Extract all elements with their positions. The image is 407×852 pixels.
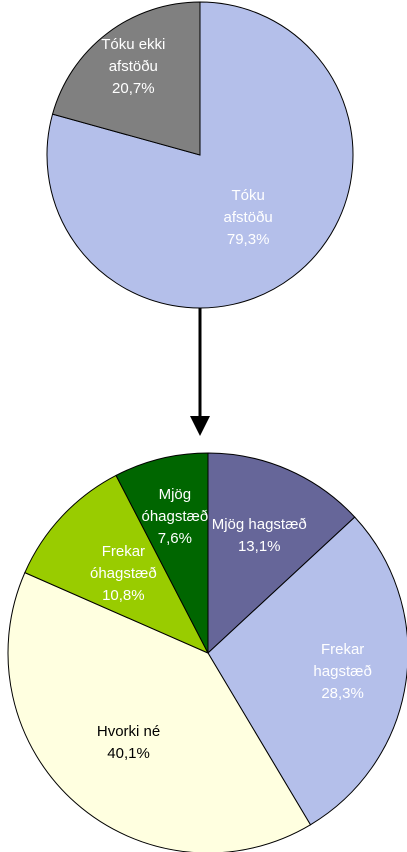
slice-label: Tóku ekki afstöðu 20,7% xyxy=(93,34,173,100)
slice-value: 79,3% xyxy=(226,231,270,249)
slice-category: Mjög óhagstæð xyxy=(141,485,209,525)
slice-value: 7,6% xyxy=(157,529,192,547)
slice-value: 28,3% xyxy=(321,685,364,703)
slice-label: Frekar óhagstæð 10,8% xyxy=(78,541,168,607)
slice-value: 13,1% xyxy=(237,537,281,555)
slice-value: 20,7% xyxy=(112,80,155,98)
pie-slice xyxy=(207,452,356,655)
slice-category: Hvorki né xyxy=(96,722,161,740)
slice-value: 10,8% xyxy=(102,586,145,604)
pie-slice xyxy=(7,571,312,852)
pie-slice xyxy=(46,1,354,309)
slice-category: Mjög hagstæð xyxy=(211,515,307,533)
arrow-head xyxy=(190,416,210,436)
pie-slice xyxy=(207,516,407,826)
pie-slice xyxy=(115,452,209,654)
slice-category: Frekar hagstæð xyxy=(313,641,372,681)
slice-label: Mjög óhagstæð 7,6% xyxy=(130,484,220,550)
slice-label: Hvorki né 40,1% xyxy=(84,721,174,765)
slice-label: Tóku afstöðu 79,3% xyxy=(208,185,288,251)
pie-slice xyxy=(24,474,210,655)
slice-category: Tóku afstöðu xyxy=(223,187,273,227)
slice-label: Frekar hagstæð 28,3% xyxy=(303,639,383,705)
pie-slice xyxy=(51,1,201,156)
slice-category: Tóku ekki afstöðu xyxy=(101,36,166,76)
slice-value: 40,1% xyxy=(107,744,150,762)
slice-label: Mjög hagstæð 13,1% xyxy=(194,514,324,558)
slice-category: Frekar óhagstæð xyxy=(90,542,157,582)
